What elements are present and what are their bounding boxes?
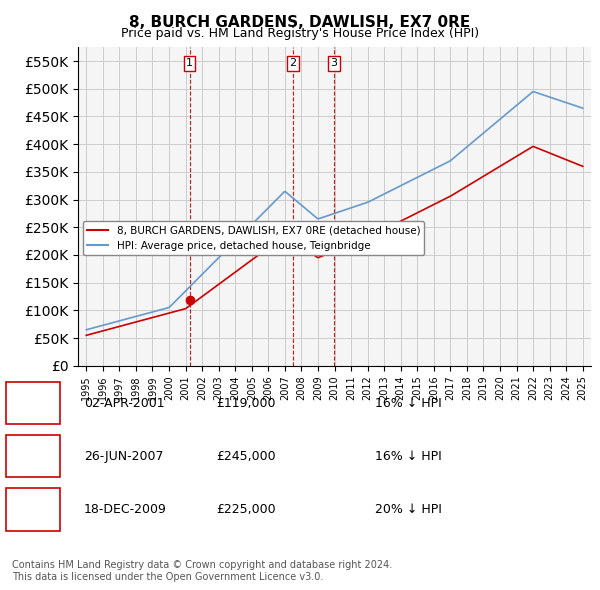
FancyBboxPatch shape bbox=[6, 488, 60, 530]
Text: £225,000: £225,000 bbox=[216, 503, 276, 516]
Text: 8, BURCH GARDENS, DAWLISH, EX7 0RE: 8, BURCH GARDENS, DAWLISH, EX7 0RE bbox=[130, 15, 470, 30]
Text: 1: 1 bbox=[29, 396, 37, 409]
Legend: 8, BURCH GARDENS, DAWLISH, EX7 0RE (detached house), HPI: Average price, detache: 8, BURCH GARDENS, DAWLISH, EX7 0RE (deta… bbox=[83, 221, 424, 255]
FancyBboxPatch shape bbox=[6, 382, 60, 424]
Text: 2: 2 bbox=[289, 58, 296, 68]
Text: 20% ↓ HPI: 20% ↓ HPI bbox=[374, 503, 442, 516]
Text: Price paid vs. HM Land Registry's House Price Index (HPI): Price paid vs. HM Land Registry's House … bbox=[121, 27, 479, 40]
Text: 02-APR-2001: 02-APR-2001 bbox=[84, 396, 164, 409]
Text: 3: 3 bbox=[29, 503, 37, 516]
Text: £119,000: £119,000 bbox=[216, 396, 276, 409]
Text: 1: 1 bbox=[186, 58, 193, 68]
Text: Contains HM Land Registry data © Crown copyright and database right 2024.
This d: Contains HM Land Registry data © Crown c… bbox=[12, 560, 392, 582]
Text: 18-DEC-2009: 18-DEC-2009 bbox=[84, 503, 167, 516]
Text: 3: 3 bbox=[331, 58, 337, 68]
Text: 16% ↓ HPI: 16% ↓ HPI bbox=[374, 450, 442, 463]
FancyBboxPatch shape bbox=[6, 435, 60, 477]
Text: £245,000: £245,000 bbox=[216, 450, 276, 463]
Text: 16% ↓ HPI: 16% ↓ HPI bbox=[374, 396, 442, 409]
Text: 26-JUN-2007: 26-JUN-2007 bbox=[84, 450, 163, 463]
Text: 2: 2 bbox=[29, 450, 37, 463]
